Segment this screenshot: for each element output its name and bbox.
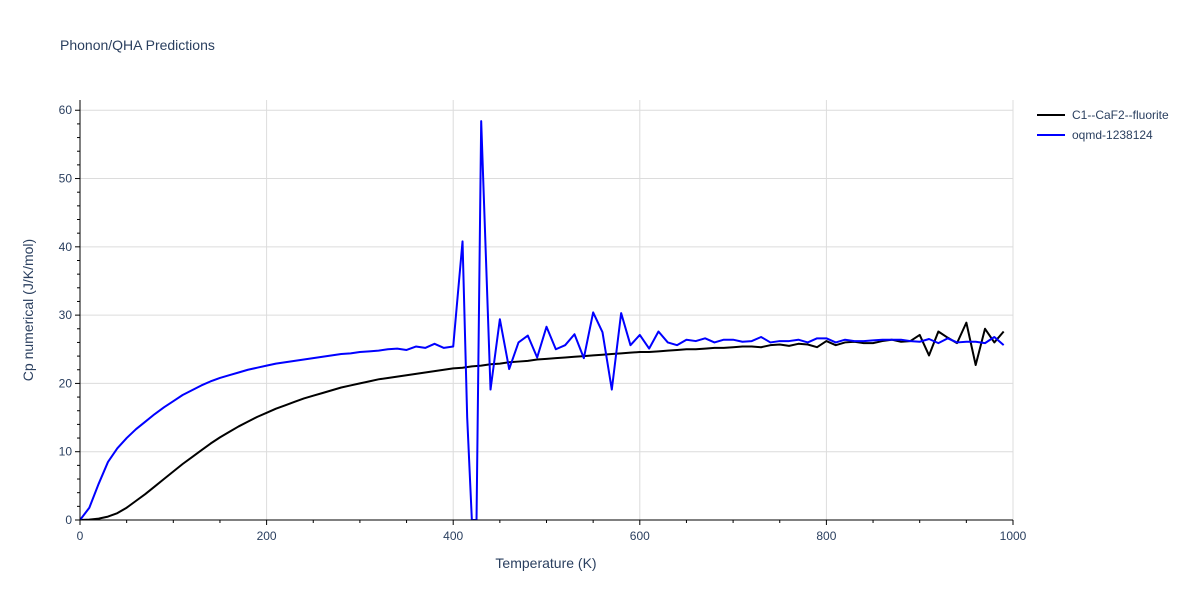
series-line-1	[80, 120, 1005, 520]
x-tick-label: 800	[816, 529, 836, 543]
y-tick-label: 50	[59, 172, 73, 186]
legend-label: oqmd-1238124	[1072, 128, 1153, 142]
y-tick-label: 10	[59, 445, 73, 459]
chart-title: Phonon/QHA Predictions	[60, 37, 215, 53]
legend-item[interactable]: oqmd-1238124	[1037, 128, 1153, 142]
x-tick-label: 400	[443, 529, 463, 543]
series-line-0	[80, 321, 1005, 520]
y-tick-labels: 0 10 20 30 40 50 60	[59, 103, 73, 527]
x-axis-label: Temperature (K)	[495, 555, 596, 571]
axes	[75, 100, 1014, 525]
legend-label: C1--CaF2--fluorite	[1072, 108, 1169, 122]
plot-area	[80, 120, 1005, 520]
x-tick-labels: 0 200 400 600 800 1000	[77, 529, 1027, 543]
x-tick-label: 600	[630, 529, 650, 543]
legend-item[interactable]: C1--CaF2--fluorite	[1037, 108, 1169, 122]
x-tick-label: 0	[77, 529, 84, 543]
y-tick-label: 0	[65, 513, 72, 527]
legend[interactable]: C1--CaF2--fluorite oqmd-1238124	[1037, 108, 1169, 142]
y-tick-label: 40	[59, 240, 73, 254]
y-axis-label: Cp numerical (J/K/mol)	[20, 239, 36, 381]
y-tick-label: 60	[59, 103, 73, 117]
y-tick-label: 30	[59, 308, 73, 322]
x-tick-label: 200	[257, 529, 277, 543]
series-layer	[80, 120, 1005, 520]
grid-lines	[80, 100, 1014, 520]
x-tick-label: 1000	[1000, 529, 1027, 543]
y-tick-label: 20	[59, 376, 73, 390]
